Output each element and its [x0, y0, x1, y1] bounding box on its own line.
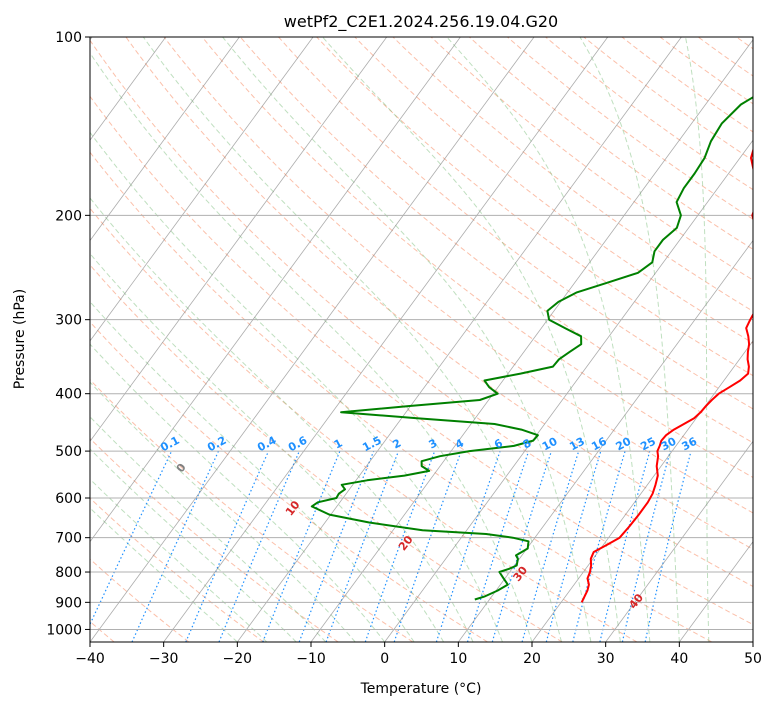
isotherm: [605, 440, 753, 642]
x-tick-label: −20: [223, 651, 253, 667]
temperature-profile: [580, 147, 753, 603]
moist-adiabat: [579, 37, 680, 642]
profiles: [310, 96, 753, 603]
plot-frame: [89, 36, 754, 643]
x-tick-label: 50: [744, 651, 762, 667]
y-tick-label: 500: [55, 444, 82, 460]
moist-adiabat: [90, 131, 503, 642]
x-tick-label: 0: [380, 651, 389, 667]
isotherm: [384, 139, 753, 642]
chart-title: wetPf2_C2E1.2024.256.19.04.G20: [284, 12, 558, 32]
dry-adiabat: [90, 39, 753, 588]
moist-adiabat: [90, 197, 474, 642]
dry-adiabat: [90, 151, 712, 642]
dry-adiabat: [90, 264, 563, 642]
mixing-ratio-line: [572, 450, 626, 642]
isotherm: [310, 39, 753, 642]
mixing-ratio-line: [185, 450, 270, 642]
moist-adiabat: [90, 301, 415, 642]
dry-adiabat: [90, 95, 753, 626]
isotherm: [163, 37, 609, 642]
mixing-ratio-line: [491, 450, 552, 642]
dewpoint-profile: [310, 96, 753, 601]
y-tick-label: 200: [55, 208, 82, 224]
isotherm: [90, 37, 167, 141]
x-tick-label: −10: [296, 651, 326, 667]
dry-adiabat: [507, 37, 753, 220]
y-tick-label: 600: [55, 491, 82, 507]
mixing-ratio-line: [364, 450, 436, 642]
moist-adiabat: [90, 381, 356, 642]
isotherm: [458, 239, 753, 642]
dry-adiabat: [90, 321, 488, 642]
moist-adiabat: [142, 37, 562, 642]
x-tick-label: 30: [597, 651, 615, 667]
dry-adiabat: [354, 37, 753, 344]
moist-adiabat: [685, 37, 710, 642]
y-tick-label: 700: [55, 531, 82, 547]
mixing-ratio-line: [393, 450, 462, 642]
dry-adiabat: [278, 37, 753, 410]
y-axis-label: Pressure (hPa): [12, 289, 28, 389]
x-tick-label: 20: [523, 651, 541, 667]
dry-adiabat: [316, 37, 753, 377]
mixing-ratio-label: 36: [680, 435, 700, 454]
mixing-ratio-label: 30: [659, 435, 679, 454]
isotherm: [90, 37, 388, 442]
mixing-ratio-line: [621, 450, 671, 642]
mixing-ratio-label: 13: [567, 435, 587, 454]
moist-adiabat: [90, 252, 445, 642]
dry-adiabat: [583, 37, 753, 162]
mixing-ratio-line: [644, 450, 692, 642]
mixing-ratio-label: 10: [540, 435, 560, 454]
isotherm: [531, 340, 753, 642]
y-tick-label: 400: [55, 387, 82, 403]
dry-adiabat: [201, 37, 753, 479]
moist-adiabat: [322, 37, 621, 642]
mixing-ratio-label: 16: [589, 435, 609, 454]
mixing-ratio-line: [545, 450, 602, 642]
y-tick-label: 1000: [46, 622, 82, 638]
dry-adiabat: [239, 37, 753, 444]
x-tick-label: −40: [75, 651, 105, 667]
mixing-ratio-line: [466, 450, 530, 642]
x-tick-label: 10: [449, 651, 467, 667]
mixing-ratio-line: [131, 450, 220, 642]
isotherm: [90, 37, 535, 642]
dry-adiabat: [468, 37, 753, 250]
mixing-ratio-line: [599, 450, 651, 642]
dry-adiabat: [392, 37, 753, 312]
moist-adiabat: [90, 448, 297, 642]
isotherm: [90, 37, 314, 342]
moist-adiabat: [446, 37, 651, 642]
y-tick-label: 100: [55, 30, 82, 46]
dry-adiabat: [90, 497, 264, 642]
x-axis-label: Temperature (°C): [360, 681, 482, 697]
dry-adiabat: [125, 37, 753, 550]
mixing-ratio-line: [521, 450, 580, 642]
dry-adiabat: [90, 207, 638, 642]
dry-adiabat: [163, 37, 753, 514]
y-tick-label: 800: [55, 565, 82, 581]
moist-adiabat: [90, 416, 327, 642]
y-tick-label: 300: [55, 313, 82, 329]
mixing-ratio-line: [218, 450, 300, 642]
y-tick-label: 900: [55, 595, 82, 611]
mixing-ratio-label: 20: [614, 435, 634, 454]
mixing-ratio-line: [90, 450, 173, 626]
mixing-ratio-line: [435, 450, 501, 642]
x-tick-label: 40: [670, 651, 688, 667]
mixing-ratio-label: 25: [638, 435, 658, 454]
x-tick-label: −30: [149, 651, 179, 667]
moist-adiabat: [90, 52, 533, 642]
isotherm: [237, 37, 682, 642]
isotherm: [90, 37, 240, 242]
